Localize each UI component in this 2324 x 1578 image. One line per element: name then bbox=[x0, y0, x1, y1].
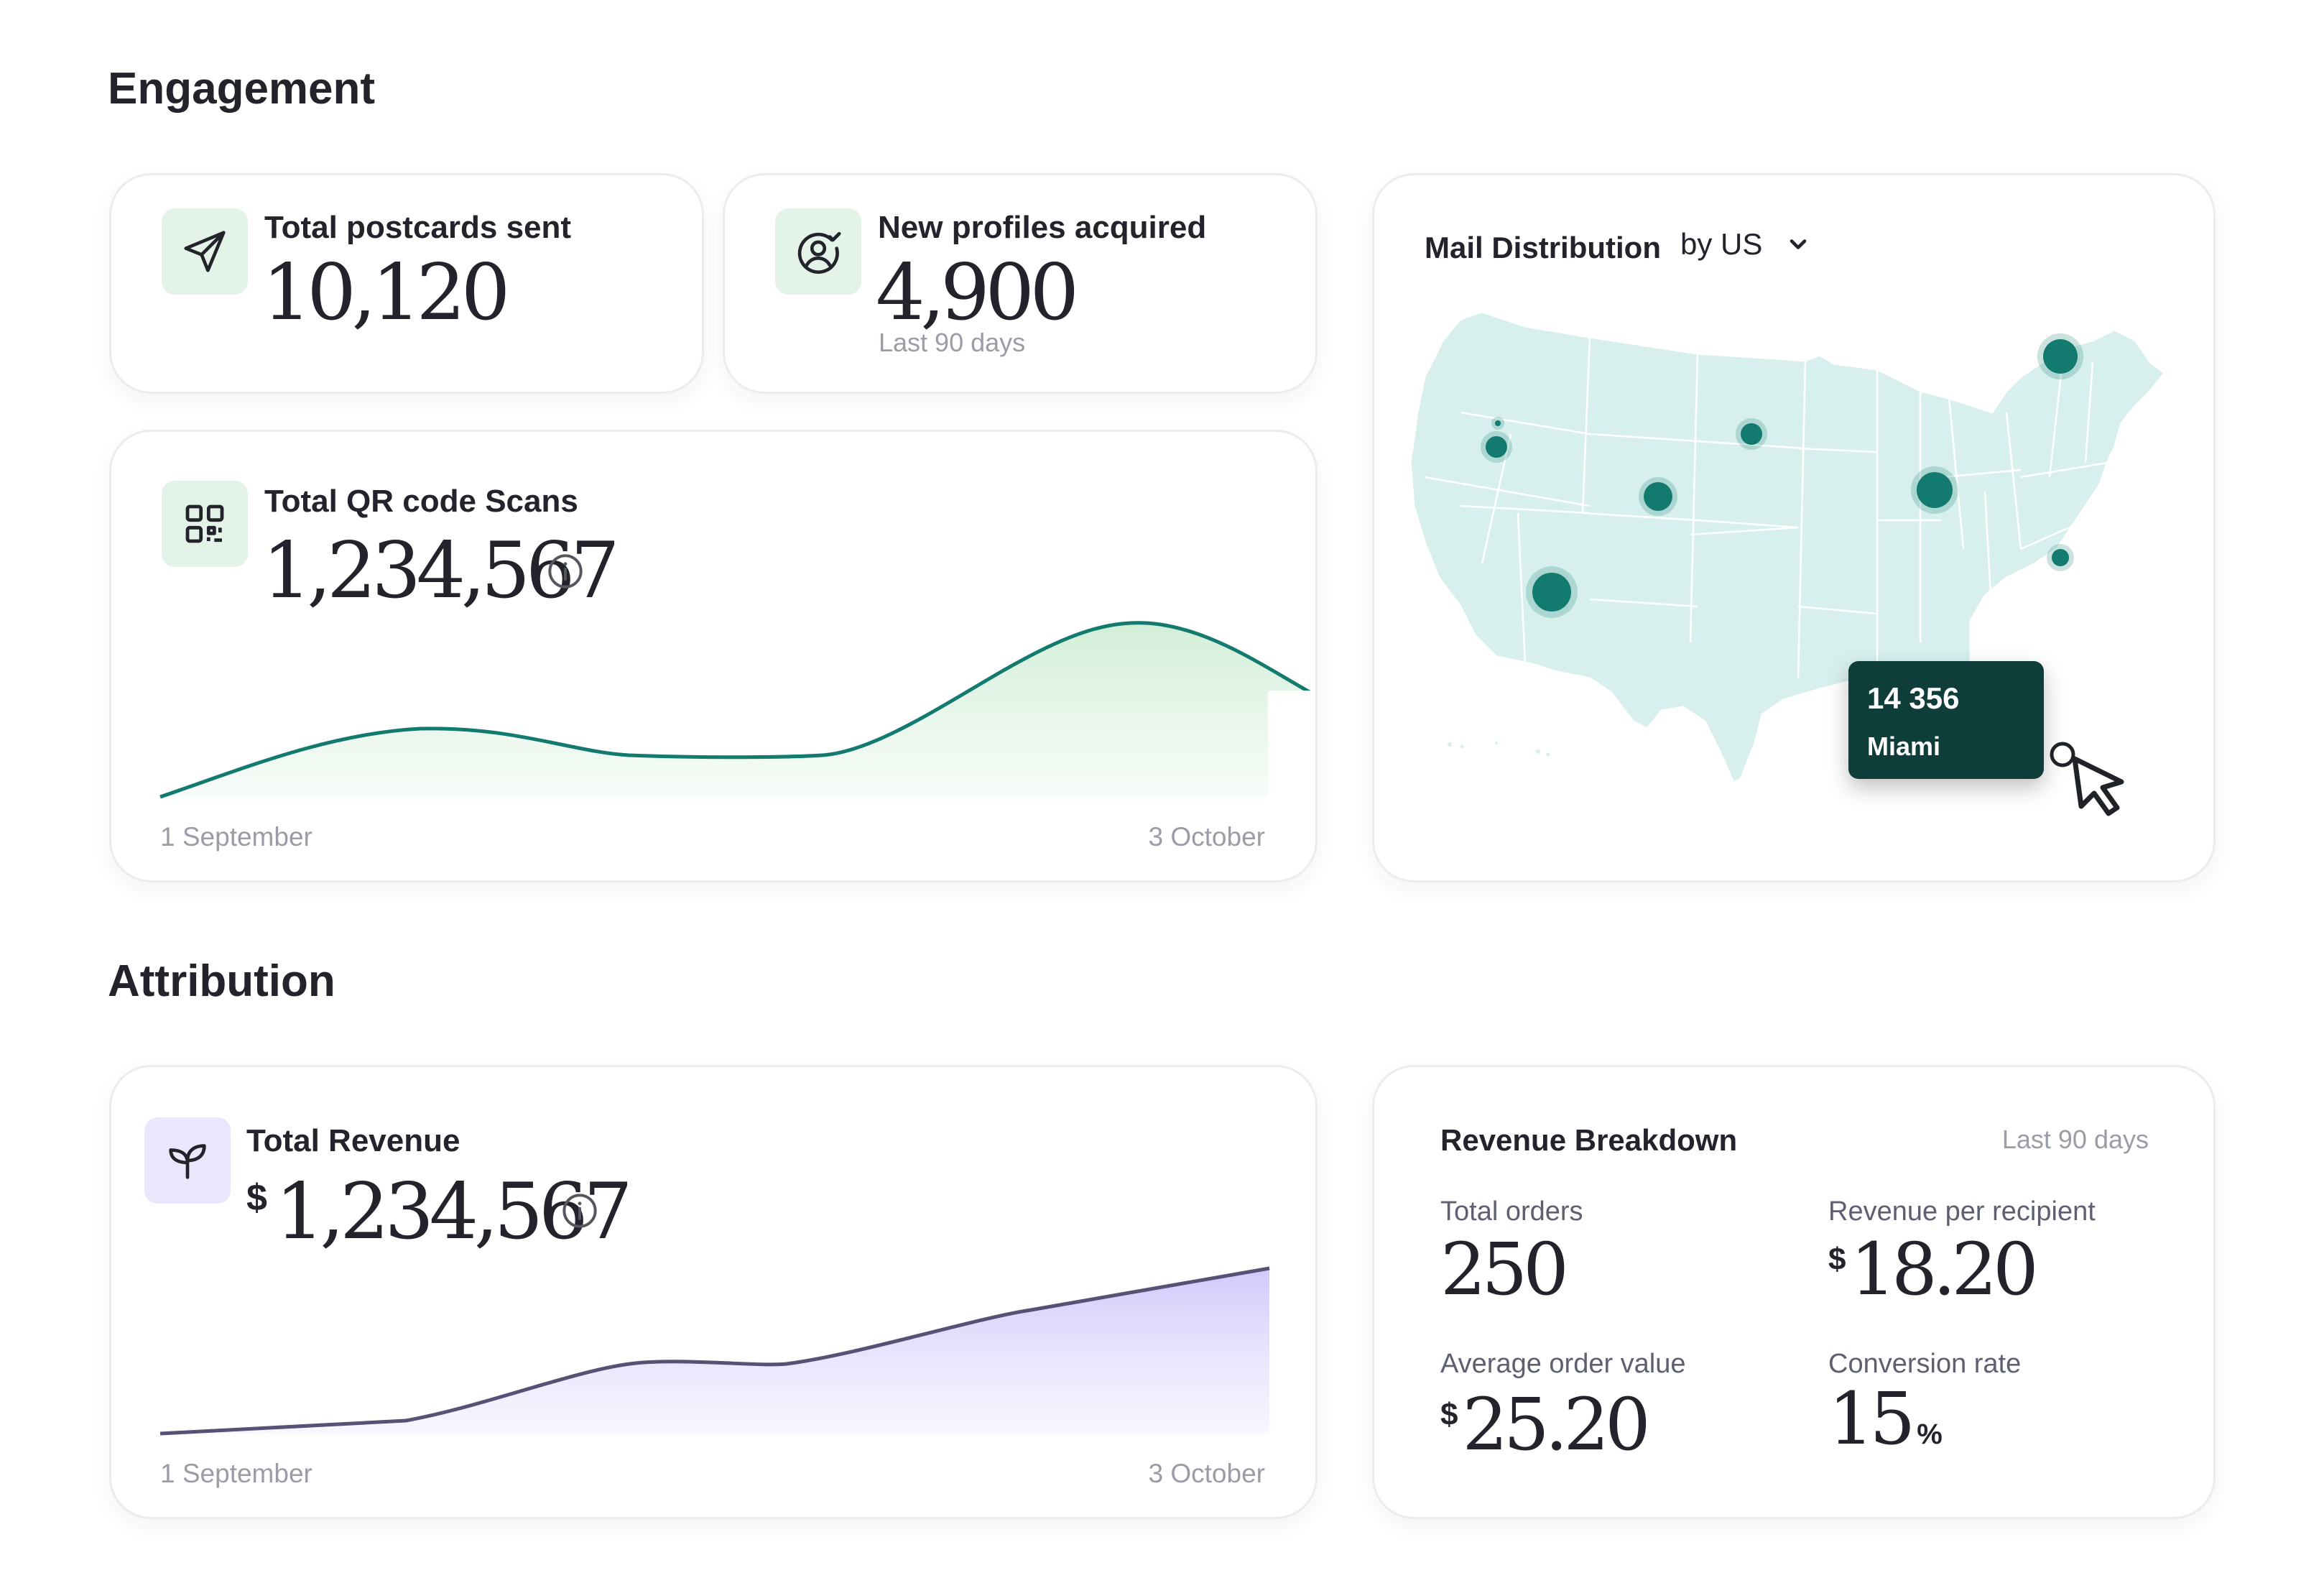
postcards-value: 10,120 bbox=[262, 248, 510, 338]
profiles-value: 4,900 bbox=[876, 248, 1079, 338]
map-dot[interactable] bbox=[1491, 417, 1504, 430]
postcards-label: Total postcards sent bbox=[264, 210, 572, 245]
qr-scans-label: Total QR code Scans bbox=[264, 484, 578, 519]
revenue-value: 1,234,567 bbox=[275, 1167, 633, 1257]
profiles-label: New profiles acquired bbox=[878, 210, 1207, 245]
qr-code-icon bbox=[185, 504, 224, 543]
us-map-islands bbox=[1448, 742, 1550, 757]
metric-value: 15% bbox=[1828, 1383, 1943, 1455]
map-title: Mail Distribution bbox=[1425, 231, 1661, 264]
revenue-axis-end: 3 October bbox=[1148, 1459, 1265, 1488]
breakdown-period: Last 90 days bbox=[2001, 1125, 2149, 1154]
revenue-chart bbox=[159, 1266, 1270, 1436]
map-dot[interactable] bbox=[2037, 333, 2083, 379]
revenue-axis-start: 1 September bbox=[160, 1459, 313, 1488]
revenue-line bbox=[159, 1266, 1270, 1436]
map-filter-dropdown[interactable]: by US bbox=[1680, 227, 1811, 262]
metric-currency: $ bbox=[1828, 1242, 1846, 1277]
revenue-area bbox=[160, 1268, 1269, 1434]
metric-value: 250 bbox=[1440, 1234, 1569, 1306]
metric-label: Conversion rate bbox=[1828, 1349, 2022, 1379]
metric-value: $18.20 bbox=[1828, 1234, 2039, 1306]
qr-axis-start: 1 September bbox=[160, 822, 313, 852]
map-dot[interactable] bbox=[1911, 466, 1958, 514]
breakdown-title: Revenue Breakdown bbox=[1440, 1123, 1738, 1157]
qr-scans-chart bbox=[159, 621, 1315, 799]
map-dot[interactable] bbox=[1481, 431, 1512, 463]
us-map-borders bbox=[1424, 336, 2108, 693]
map-tooltip: 14 356 Miami bbox=[1848, 661, 2044, 779]
metric-value-number: 15 bbox=[1828, 1377, 1915, 1461]
map-dots bbox=[1481, 333, 2083, 618]
tooltip-value: 14 356 bbox=[1867, 681, 1960, 715]
metric-label: Revenue per recipient bbox=[1828, 1196, 2096, 1227]
qr-code-icon-tile bbox=[162, 481, 248, 567]
qr-scans-line bbox=[159, 621, 1315, 799]
send-icon bbox=[184, 231, 226, 272]
qr-info-icon[interactable] bbox=[547, 553, 584, 590]
tooltip-city: Miami bbox=[1867, 732, 1941, 761]
map-filter-label: by US bbox=[1680, 227, 1763, 261]
section-title-engagement: Engagement bbox=[108, 64, 376, 114]
map-dot[interactable] bbox=[2047, 544, 2074, 571]
map-dot[interactable] bbox=[1736, 418, 1767, 450]
us-map bbox=[1409, 310, 2167, 785]
metric-value-number: 18.20 bbox=[1850, 1227, 2038, 1311]
cursor-pointer-icon bbox=[2050, 742, 2124, 816]
revenue-info-icon[interactable] bbox=[561, 1192, 598, 1229]
sprout-icon-tile bbox=[144, 1117, 231, 1204]
metric-value-number: 25.20 bbox=[1462, 1383, 1650, 1467]
qr-scans-card: Total QR code Scans 1,234,567 1 Septembe… bbox=[109, 430, 1318, 882]
metric-suffix: % bbox=[1917, 1418, 1943, 1450]
qr-axis-end: 3 October bbox=[1148, 822, 1265, 852]
qr-scans-area bbox=[160, 622, 1315, 797]
send-icon-tile bbox=[162, 208, 248, 295]
user-check-icon-tile bbox=[775, 208, 861, 295]
revenue-breakdown-card: Revenue Breakdown Last 90 days Total ord… bbox=[1372, 1065, 2216, 1519]
metric-label: Average order value bbox=[1440, 1349, 1686, 1379]
section-title-attribution: Attribution bbox=[108, 956, 335, 1006]
chevron-down-icon bbox=[1790, 239, 1807, 249]
qr-scans-value: 1,234,567 bbox=[262, 526, 620, 616]
metric-currency: $ bbox=[1440, 1397, 1458, 1432]
revenue-currency: $ bbox=[246, 1177, 267, 1219]
profiles-card: New profiles acquired 4,900 Last 90 days bbox=[723, 173, 1318, 394]
map-dot[interactable] bbox=[1526, 566, 1578, 618]
mail-distribution-card: Mail Distribution by US bbox=[1372, 173, 2216, 882]
revenue-label: Total Revenue bbox=[246, 1123, 460, 1158]
user-check-icon bbox=[797, 231, 841, 274]
postcards-card: Total postcards sent 10,120 bbox=[109, 173, 704, 394]
profiles-period: Last 90 days bbox=[879, 328, 1026, 357]
metric-label: Total orders bbox=[1440, 1196, 1583, 1227]
metric-value: $25.20 bbox=[1440, 1389, 1651, 1461]
metric-value-number: 250 bbox=[1440, 1227, 1569, 1311]
total-revenue-card: Total Revenue $ 1,234,567 1 September 3 … bbox=[109, 1065, 1318, 1519]
map-dot[interactable] bbox=[1639, 477, 1677, 516]
sprout-icon bbox=[169, 1144, 206, 1179]
